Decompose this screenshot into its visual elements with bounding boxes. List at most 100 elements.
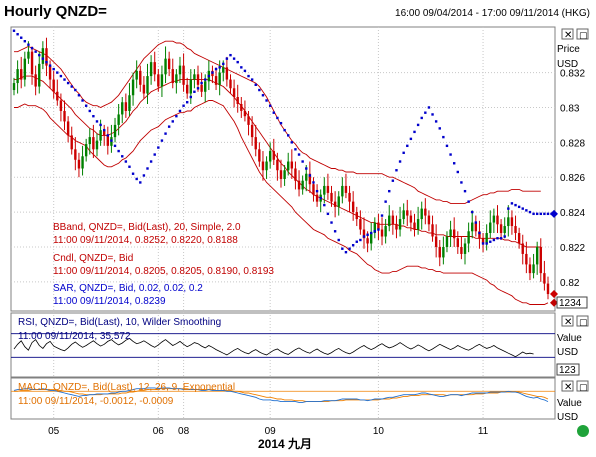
sar-dot	[341, 247, 344, 250]
candle-body	[149, 62, 153, 77]
sar-dot	[110, 139, 113, 142]
sar-dot	[532, 212, 535, 216]
sar-dot	[193, 90, 196, 93]
candle-body	[424, 208, 427, 216]
sar-dot	[243, 69, 247, 73]
candle-body	[315, 194, 319, 202]
sar-dot	[48, 64, 52, 67]
sar-dot	[312, 181, 315, 184]
sar-dot	[103, 128, 106, 132]
sar-dot	[409, 137, 413, 141]
candle-body	[38, 63, 41, 87]
candle-body	[341, 185, 344, 197]
sar-dot	[84, 104, 88, 107]
candle-body	[546, 283, 550, 295]
sar-dot	[485, 242, 488, 245]
candle-body	[366, 238, 369, 244]
candle-body	[117, 114, 120, 125]
candle-body	[279, 170, 283, 179]
sar-dot	[333, 230, 337, 233]
candle-body	[56, 91, 59, 101]
bband-lower-line	[14, 100, 549, 305]
candle-body	[463, 243, 467, 254]
candle-body	[268, 151, 272, 162]
sar-dot	[514, 203, 517, 207]
sar-dot	[402, 151, 405, 155]
sar-dot	[34, 50, 37, 53]
sar-dot	[362, 235, 366, 238]
candle-body	[247, 116, 250, 125]
x-tick-label: 06	[153, 426, 165, 437]
sar-dot	[41, 57, 45, 60]
candle-body	[478, 231, 481, 239]
candle-body	[496, 215, 499, 225]
sar-dot	[330, 221, 333, 224]
sar-dot	[200, 81, 203, 85]
macd-panel-close-button[interactable]	[561, 380, 574, 392]
macd-axis-unit: USD	[557, 412, 578, 423]
sar-dot	[420, 116, 423, 120]
candle-body	[377, 222, 380, 230]
candle-body	[236, 97, 239, 104]
sar-dot	[232, 57, 236, 60]
candle-body	[499, 224, 503, 234]
price-panel-close-button[interactable]	[561, 28, 574, 40]
candle-body	[485, 233, 488, 244]
candle-body	[474, 222, 478, 232]
sar-dot	[92, 114, 95, 118]
sar-dot	[438, 127, 441, 130]
price-current-box	[556, 296, 588, 309]
candle-body	[514, 226, 517, 234]
candle-body	[420, 208, 423, 220]
macd-panel-menu-button[interactable]	[576, 380, 589, 392]
candle-body	[84, 144, 88, 157]
rsi-panel-close-button[interactable]	[561, 315, 574, 327]
sar-dot	[196, 87, 200, 90]
candle-body	[406, 210, 409, 216]
sar-dot	[460, 181, 463, 184]
price-panel-menu-button[interactable]	[576, 28, 589, 40]
sar-dot	[377, 228, 380, 231]
candle-body	[535, 246, 539, 265]
price-tick-label: 0.82	[560, 278, 580, 289]
candle-body	[12, 83, 16, 91]
price-marker	[550, 209, 558, 218]
candle-body	[283, 170, 286, 179]
sar-dot	[157, 146, 160, 149]
sar-dot	[74, 88, 77, 92]
sar-dot	[59, 74, 63, 78]
candle-body	[431, 224, 434, 237]
candle-body	[128, 95, 131, 111]
candle-body	[507, 217, 510, 227]
sar-dot	[254, 83, 257, 86]
candle-body	[391, 215, 395, 225]
sar-dot	[503, 235, 506, 238]
candle-body	[41, 48, 45, 64]
candle-body	[27, 51, 30, 59]
sar-dot	[12, 29, 16, 32]
rsi-panel-menu-button[interactable]	[576, 315, 589, 327]
sar-dot	[240, 66, 243, 69]
sar-dot	[351, 244, 355, 247]
candle-body	[229, 79, 232, 89]
candle-body	[362, 229, 366, 239]
sar-dot	[510, 202, 514, 205]
candle-body	[489, 222, 492, 234]
cndl-legend-line2: 11:00 09/11/2014, 0.8205, 0.8205, 0.8190…	[53, 266, 274, 277]
candle-body	[449, 229, 452, 237]
candle-body	[70, 135, 73, 150]
sar-dot	[214, 67, 218, 71]
rsi-axis-label: Value	[557, 333, 582, 344]
sar-dot	[413, 130, 416, 134]
date-range: 16:00 09/04/2014 - 17:00 09/11/2014 (HKG…	[395, 8, 590, 19]
sar-dot	[456, 170, 459, 174]
candle-body	[402, 210, 405, 220]
sar-dot	[496, 237, 499, 240]
sar-dot	[182, 104, 185, 107]
sar-dot	[99, 123, 102, 127]
candle-body	[337, 196, 340, 207]
candle-body	[200, 84, 203, 92]
sar-dot	[106, 134, 110, 137]
sar-dot	[359, 238, 362, 242]
sar-dot	[546, 212, 550, 216]
